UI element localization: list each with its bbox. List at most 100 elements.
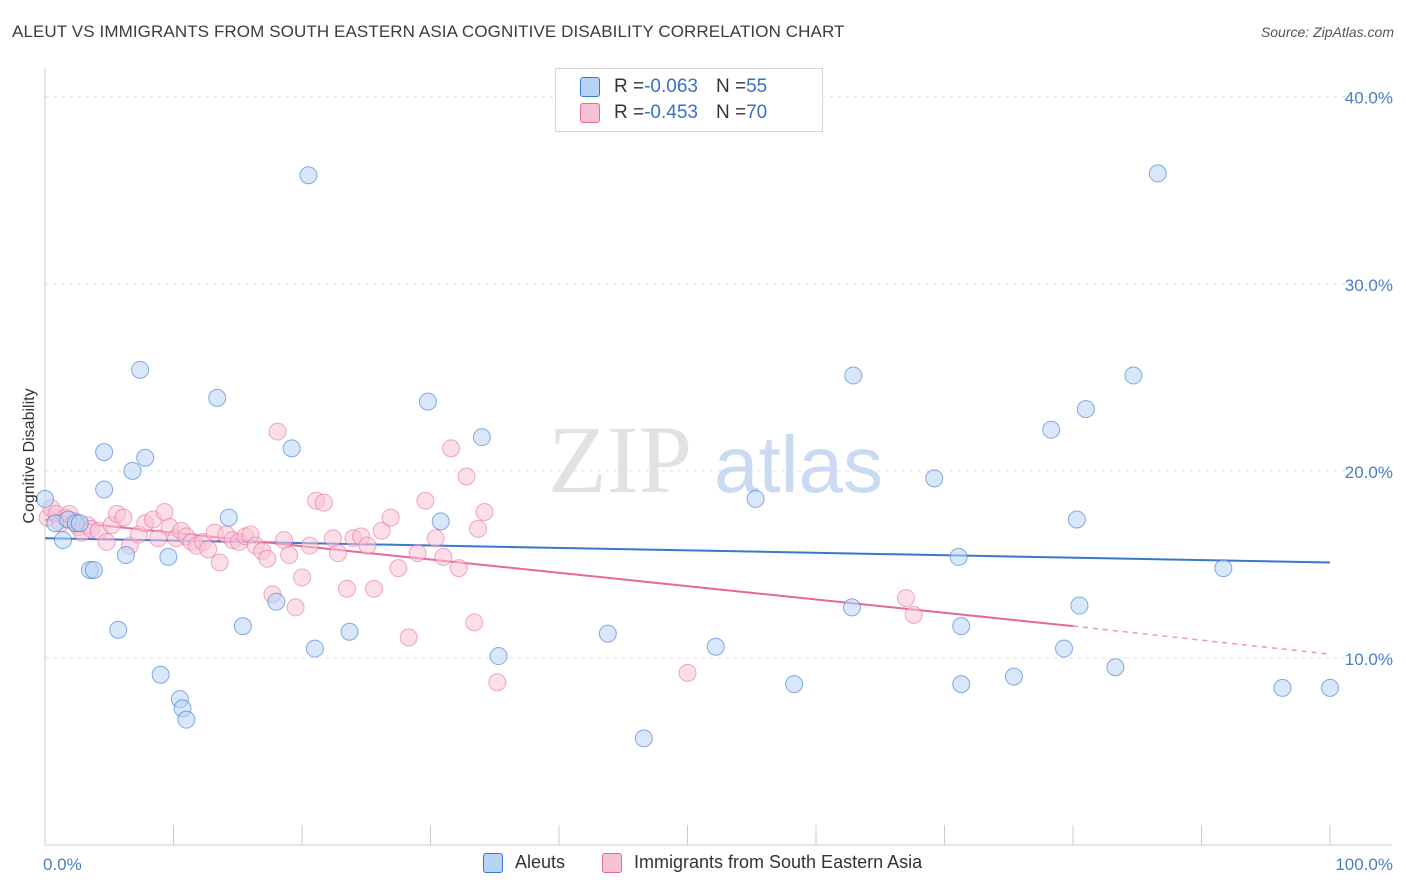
legend-n-label: N =	[715, 76, 747, 97]
data-point-aleuts	[489, 647, 508, 666]
data-point-aleuts	[1124, 366, 1143, 385]
y-axis-label: Cognitive Disability	[21, 388, 38, 523]
data-point-immigrants	[426, 529, 445, 548]
data-point-immigrants	[210, 553, 229, 572]
data-point-immigrants	[475, 503, 494, 522]
series-swatch-blue	[483, 852, 503, 873]
correlation-legend: R = -0.063 N = 55 R = -0.453 N = 70	[555, 68, 823, 132]
watermark-zip: ZIP	[548, 406, 692, 513]
data-point-immigrants	[399, 628, 418, 647]
data-point-aleuts	[1106, 658, 1125, 677]
data-point-aleuts	[340, 622, 359, 641]
grid-lines	[45, 96, 1392, 659]
series-legend-immigrants: Immigrants from South Eastern Asia	[602, 852, 922, 873]
data-point-immigrants	[114, 508, 133, 527]
data-point-immigrants	[314, 493, 333, 512]
data-point-aleuts	[131, 360, 150, 379]
data-point-aleuts	[136, 448, 155, 467]
data-point-aleuts	[233, 617, 252, 636]
data-point-aleuts	[95, 480, 114, 499]
legend-row-aleuts: R = -0.063 N = 55	[580, 74, 767, 100]
data-point-aleuts	[95, 443, 114, 462]
data-point-aleuts	[1004, 667, 1023, 686]
data-point-aleuts	[706, 637, 725, 656]
data-point-aleuts	[1076, 400, 1095, 419]
series-label-immigrants: Immigrants from South Eastern Asia	[634, 852, 923, 872]
data-point-aleuts	[299, 166, 318, 185]
data-point-aleuts	[418, 392, 437, 411]
series-label-aleuts: Aleuts	[515, 852, 566, 872]
trend-line-immigrants-extension	[1072, 625, 1331, 655]
data-point-immigrants	[469, 519, 488, 538]
data-point-aleuts	[53, 531, 72, 550]
data-point-aleuts	[746, 489, 765, 508]
series-legend-aleuts: Aleuts	[483, 852, 565, 873]
legend-swatch-blue	[580, 77, 600, 97]
data-point-aleuts	[1042, 420, 1061, 439]
data-point-immigrants	[286, 598, 305, 617]
data-point-aleuts	[123, 461, 142, 480]
data-point-immigrants	[275, 531, 294, 550]
legend-r-label: R =	[614, 76, 645, 97]
data-point-aleuts	[1273, 678, 1292, 697]
data-point-immigrants	[408, 544, 427, 563]
data-point-aleuts	[267, 592, 286, 611]
x-tick-label: 0.0%	[43, 855, 82, 874]
data-point-immigrants	[442, 439, 461, 458]
data-point-immigrants	[896, 589, 915, 608]
data-point-aleuts	[208, 388, 227, 407]
data-point-aleuts	[1321, 678, 1339, 697]
source-label: Source: ZipAtlas.com	[1260, 24, 1394, 40]
data-point-aleuts	[785, 675, 804, 694]
legend-n-label: N =	[715, 102, 747, 123]
data-point-immigrants	[678, 663, 697, 682]
data-point-aleuts	[952, 675, 971, 694]
y-tick-label: 20.0%	[1345, 463, 1393, 482]
y-tick-label: 10.0%	[1345, 650, 1393, 669]
axes	[44, 68, 1392, 846]
data-point-aleuts	[1214, 559, 1233, 578]
data-point-immigrants	[389, 559, 408, 578]
legend-n-value: 70	[746, 102, 768, 123]
data-point-aleuts	[598, 624, 617, 643]
data-point-immigrants	[149, 529, 168, 548]
data-point-immigrants	[155, 503, 174, 522]
data-point-immigrants	[328, 544, 347, 563]
data-point-aleuts	[1070, 596, 1089, 615]
series-legend: Aleuts Immigrants from South Eastern Asi…	[0, 852, 1406, 878]
legend-swatch-pink	[580, 103, 600, 123]
data-point-immigrants	[364, 579, 383, 598]
legend-row-immigrants: R = -0.453 N = 70	[580, 100, 767, 126]
data-point-immigrants	[97, 532, 116, 551]
data-point-immigrants	[358, 536, 377, 555]
data-point-immigrants	[337, 579, 356, 598]
series-swatch-pink	[602, 852, 622, 873]
data-point-immigrants	[199, 540, 218, 559]
watermark: ZIP atlas	[548, 406, 883, 513]
data-point-aleuts	[177, 710, 196, 729]
data-point-immigrants	[258, 549, 277, 568]
data-point-aleuts	[159, 547, 178, 566]
data-point-immigrants	[416, 491, 435, 510]
data-point-immigrants	[488, 673, 507, 692]
data-point-aleuts	[925, 469, 944, 488]
data-point-aleuts	[151, 665, 170, 684]
watermark-atlas: atlas	[714, 420, 883, 509]
data-point-aleuts	[844, 366, 863, 385]
data-point-immigrants	[268, 422, 287, 441]
legend-n-value: 55	[746, 76, 768, 97]
chart-title: ALEUT VS IMMIGRANTS FROM SOUTH EASTERN A…	[12, 22, 845, 41]
data-point-aleuts	[634, 729, 653, 748]
data-points	[36, 164, 1339, 748]
data-point-aleuts	[70, 514, 89, 533]
data-point-immigrants	[280, 546, 299, 565]
data-point-immigrants	[465, 613, 484, 632]
data-point-aleuts	[84, 561, 103, 580]
data-point-immigrants	[449, 559, 468, 578]
data-point-aleuts	[431, 512, 450, 531]
y-tick-label: 30.0%	[1345, 276, 1393, 295]
data-point-aleuts	[1067, 510, 1086, 529]
legend-r-value: -0.063	[644, 76, 698, 97]
x-tick-label: 100.0%	[1335, 855, 1393, 874]
data-point-aleuts	[305, 639, 324, 658]
